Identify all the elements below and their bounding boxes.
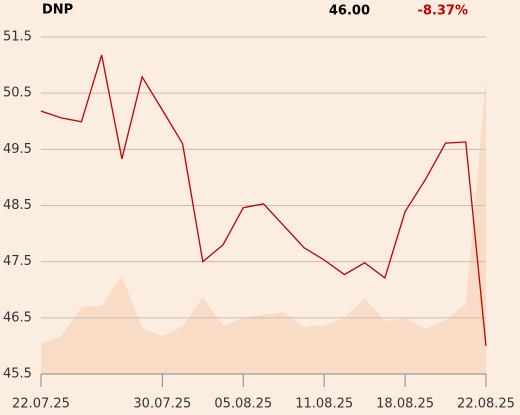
y-tick-label: 48.5 xyxy=(3,198,32,213)
x-tick-label: 05.08.25 xyxy=(214,397,272,412)
price-line xyxy=(40,54,487,346)
y-tick-label: 45.5 xyxy=(3,367,32,382)
change: -8.37% xyxy=(418,4,469,19)
volume-area xyxy=(41,78,486,374)
symbol: DNP xyxy=(42,3,73,18)
x-tick-label: 22.08.25 xyxy=(457,397,515,412)
y-tick-label: 51.5 xyxy=(3,30,32,45)
x-tick-label: 30.07.25 xyxy=(133,397,191,412)
y-tick-label: 46.5 xyxy=(3,310,32,325)
y-tick-label: 47.5 xyxy=(3,254,32,269)
x-tick-label: 22.07.25 xyxy=(12,397,70,412)
x-tick-label: 18.08.25 xyxy=(376,397,434,412)
y-tick-label: 49.5 xyxy=(3,142,32,157)
x-tick-label: 11.08.25 xyxy=(295,397,353,412)
last-price: 46.00 xyxy=(329,4,370,19)
y-tick-label: 50.5 xyxy=(3,86,32,101)
